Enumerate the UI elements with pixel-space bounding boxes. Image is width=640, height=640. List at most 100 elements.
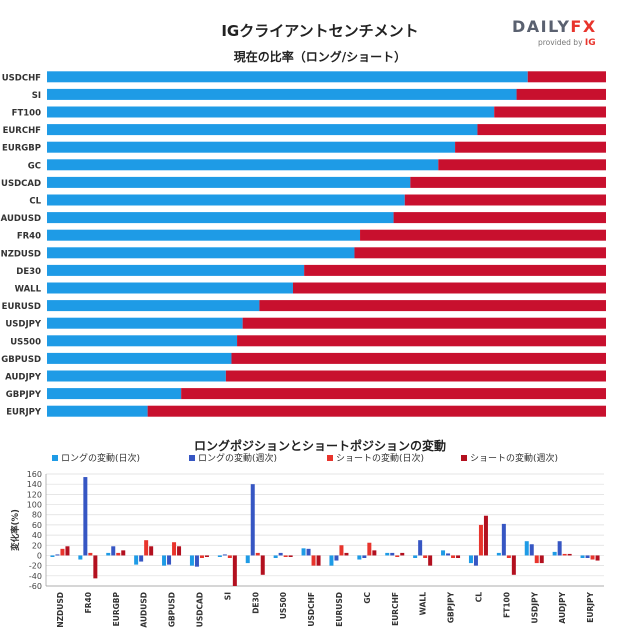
change-bar — [260, 555, 265, 575]
change-bar — [273, 555, 278, 558]
long-bar — [47, 106, 495, 118]
change-bar — [468, 555, 473, 564]
change-bar — [539, 555, 544, 564]
change-bar — [50, 555, 55, 557]
change-bar — [278, 552, 283, 556]
short-bar — [404, 194, 606, 206]
change-bar — [534, 555, 539, 564]
category-label: EURUSD — [2, 302, 41, 312]
legend-swatch — [327, 455, 333, 461]
change-bar — [134, 555, 139, 565]
long-bar — [47, 282, 293, 294]
legend-label: ショートの変動(週次) — [470, 452, 558, 464]
ratio-chart-title: 現在の比率（ロング/ショート） — [233, 50, 407, 64]
long-bar — [47, 212, 394, 224]
y-tick-label: 140 — [27, 480, 42, 489]
long-bar — [47, 229, 361, 241]
change-bar — [311, 555, 316, 566]
short-bar — [225, 370, 606, 382]
x-category-label: USDCAD — [195, 592, 204, 627]
long-bar — [47, 88, 517, 100]
short-bar — [147, 405, 606, 417]
change-bar — [167, 555, 172, 565]
change-bar — [222, 554, 227, 556]
change-bar — [55, 554, 60, 556]
change-bar — [283, 555, 288, 557]
change-bar — [441, 550, 446, 556]
y-tick-label: 120 — [27, 490, 42, 499]
change-bar — [83, 477, 88, 556]
ratio-chart: USDCHF SI FT100 EURCHF EURGBP GC USDCAD CL AUDUS… — [1, 71, 606, 418]
change-bar — [149, 546, 154, 556]
category-label: GC — [28, 161, 41, 171]
change-bar — [367, 542, 372, 556]
y-tick-label: -40 — [29, 572, 42, 581]
x-category-label: USDCHF — [307, 592, 316, 627]
change-bar — [329, 555, 334, 566]
change-bar — [562, 553, 567, 556]
short-bar — [181, 388, 606, 400]
change-bar — [456, 555, 461, 558]
dailyfx-logo: DAILYFX provided by IG — [512, 18, 602, 52]
change-bar — [172, 542, 177, 556]
change-bar — [194, 555, 199, 567]
change-bar — [144, 540, 149, 556]
change-bar — [245, 555, 250, 564]
short-bar — [516, 88, 606, 100]
long-bar — [47, 194, 405, 206]
change-bar — [255, 552, 260, 556]
change-bar — [557, 541, 562, 556]
logo-provided-text: provided by — [538, 38, 583, 47]
long-bar — [47, 405, 148, 417]
change-bar — [357, 555, 362, 560]
change-bar — [418, 540, 423, 556]
short-bar — [410, 176, 606, 188]
change-bar — [595, 555, 600, 561]
legend-swatch — [189, 455, 195, 461]
category-label: SI — [32, 91, 41, 101]
legend-label: ロングの変動(日次) — [61, 452, 140, 464]
legend-swatch — [52, 455, 58, 461]
category-label: DE30 — [16, 267, 41, 277]
y-tick-label: 80 — [32, 511, 42, 520]
change-bar — [111, 546, 116, 556]
change-bar — [162, 555, 167, 566]
change-chart-title: ロングポジションとショートポジションの変動 — [193, 439, 446, 453]
long-bar — [47, 370, 226, 382]
long-bar — [47, 71, 528, 83]
x-category-label: USDJPY — [530, 591, 539, 623]
change-bar — [301, 548, 306, 556]
x-category-label: SI — [223, 592, 232, 600]
y-tick-label: 60 — [32, 521, 42, 530]
x-category-label: GBPUSD — [168, 592, 177, 627]
change-bar — [501, 523, 506, 556]
change-bar — [524, 541, 529, 556]
change-bar — [446, 553, 451, 556]
short-bar — [292, 282, 606, 294]
long-bar — [47, 388, 182, 400]
change-bar — [316, 555, 321, 566]
change-bar — [334, 555, 339, 561]
change-bar — [552, 551, 557, 556]
change-bar — [390, 552, 395, 556]
short-bar — [494, 106, 606, 118]
long-bar — [47, 159, 439, 171]
long-bar — [47, 141, 456, 153]
short-bar — [360, 229, 606, 241]
short-bar — [304, 264, 606, 276]
change-bar — [232, 555, 237, 586]
change-bar — [580, 555, 585, 558]
long-bar — [47, 176, 411, 188]
change-bar — [116, 552, 121, 556]
change-bar — [451, 555, 456, 558]
change-bar — [423, 555, 428, 558]
change-bar — [227, 555, 232, 558]
change-bar — [413, 555, 418, 558]
logo-brand-b: FX — [570, 17, 597, 36]
y-tick-label: 40 — [32, 531, 42, 540]
change-bar — [344, 552, 349, 556]
change-bar — [306, 548, 311, 556]
category-label: FR40 — [17, 232, 41, 242]
change-bar — [139, 555, 144, 562]
x-category-label: US500 — [279, 592, 288, 619]
